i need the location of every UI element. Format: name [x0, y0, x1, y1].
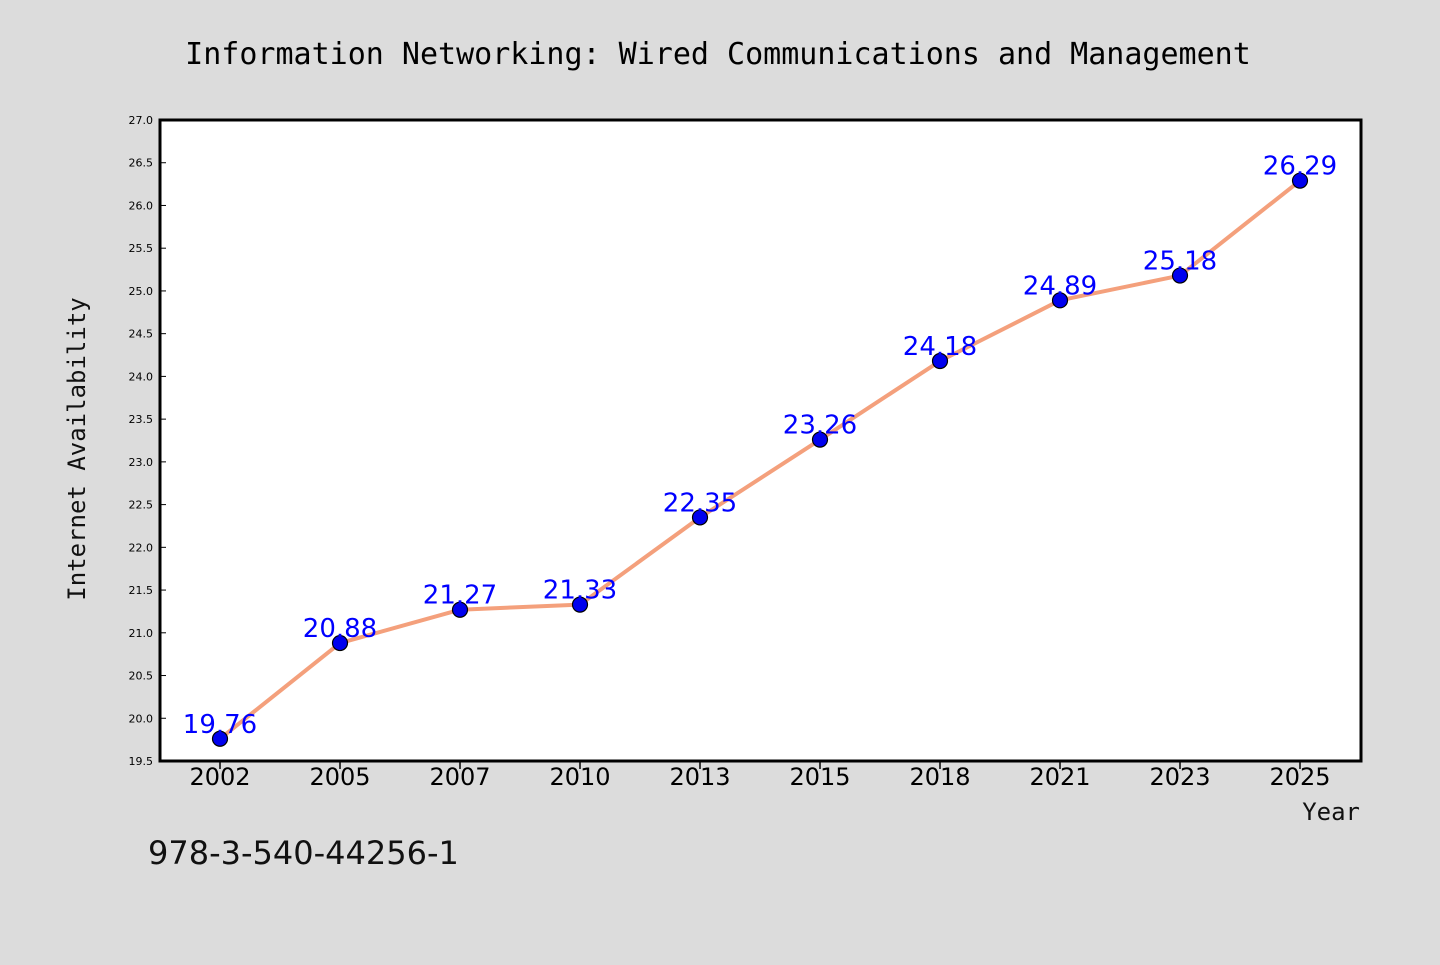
data-point: [1051, 292, 1069, 309]
x-tick-label: 2007: [429, 763, 490, 791]
data-label: 23.26: [783, 411, 857, 441]
series-line: [218, 179, 1302, 741]
data-label: 21.33: [543, 576, 617, 606]
data-point: [691, 509, 709, 526]
data-point: [451, 601, 469, 618]
x-tick-label: 2013: [669, 763, 730, 791]
data-label: 24.89: [1023, 271, 1097, 301]
series-layer: [211, 172, 1309, 747]
footer-isbn: 978-3-540-44256-1: [148, 834, 459, 872]
y-tick-label: 25.5: [129, 242, 154, 255]
x-axis: 2002 2005 2007 2010 2013 2015 2018 2021 2023 2025: [189, 761, 1331, 791]
chart-title: Information Networking: Wired Communicat…: [185, 37, 1251, 72]
data-point: [811, 431, 829, 448]
data-labels: 19.76 20.88 21.27 21.33 22.35 23.26 24.18 24.89…: [183, 152, 1337, 740]
data-point: [211, 730, 229, 747]
y-tick-label: 27.0: [129, 114, 154, 127]
x-tick-label: 2002: [189, 763, 250, 791]
y-tick-label: 22.0: [129, 541, 154, 554]
data-label: 25.18: [1143, 247, 1217, 277]
data-label: 20.88: [303, 614, 377, 644]
y-axis: 19.5 20.0 20.5 21.0 21.5 22.0 22.5 23.0 23.5 24.0…: [129, 114, 166, 768]
x-tick-label: 2010: [549, 763, 610, 791]
y-tick-label: 22.5: [129, 499, 154, 512]
y-tick-label: 21.5: [129, 584, 154, 597]
data-point: [1171, 267, 1189, 284]
y-tick-label: 25.0: [129, 285, 154, 298]
data-label: 19.76: [183, 710, 257, 740]
y-tick-label: 26.0: [129, 199, 154, 212]
y-tick-label: 24.0: [129, 370, 154, 383]
data-label: 22.35: [663, 488, 737, 518]
data-label: 21.27: [423, 581, 497, 611]
data-label: 26.29: [1263, 152, 1337, 182]
y-tick-label: 23.5: [129, 413, 154, 426]
x-axis-label: Year: [1302, 798, 1360, 826]
x-tick-label: 2015: [789, 763, 850, 791]
data-label: 24.18: [903, 332, 977, 362]
data-point: [331, 634, 349, 652]
y-tick-label: 26.5: [129, 157, 154, 170]
y-tick-label: 21.0: [129, 627, 154, 640]
y-tick-label: 24.5: [129, 328, 154, 341]
plot-area: [158, 118, 1363, 763]
y-tick-label: 23.0: [129, 456, 154, 469]
data-point: [931, 352, 949, 370]
y-tick-label: 20.5: [129, 670, 154, 683]
x-tick-label: 2021: [1029, 763, 1090, 791]
x-tick-label: 2023: [1149, 763, 1210, 791]
y-tick-label: 20.0: [129, 712, 154, 725]
y-tick-label: 19.5: [129, 755, 154, 768]
data-point: [571, 596, 589, 613]
x-tick-label: 2025: [1269, 763, 1330, 791]
y-axis-label: Internet Availability: [63, 297, 91, 600]
x-tick-label: 2005: [309, 763, 370, 791]
x-tick-label: 2018: [909, 763, 970, 791]
data-point: [1291, 172, 1309, 189]
